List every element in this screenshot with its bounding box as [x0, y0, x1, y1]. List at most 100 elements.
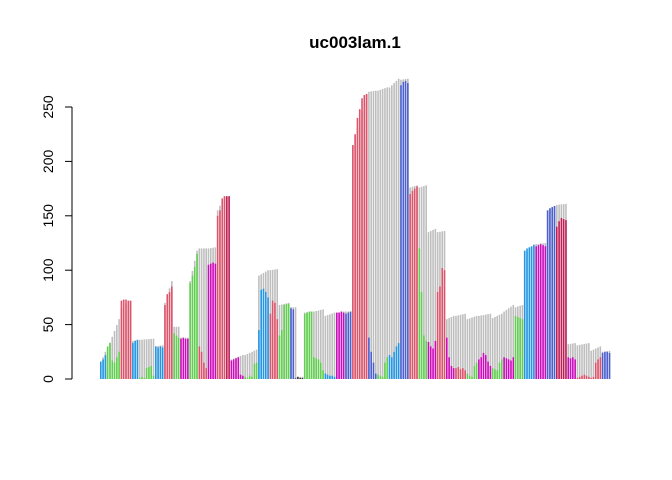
value-bar [491, 368, 494, 379]
background-bar [152, 338, 155, 379]
value-bar [248, 375, 251, 379]
value-bar [597, 359, 599, 379]
value-bar [583, 374, 586, 379]
background-bar [457, 315, 460, 379]
background-bar [462, 314, 464, 379]
value-bar [363, 95, 366, 379]
value-bar [232, 359, 235, 379]
value-bar [175, 335, 178, 379]
value-bar [342, 312, 345, 379]
value-bar [484, 355, 487, 379]
value-bar [226, 196, 228, 379]
background-bar [583, 343, 586, 379]
value-bar [219, 210, 221, 379]
background-bar [450, 316, 453, 379]
background-bar [242, 355, 244, 379]
value-bar [370, 351, 372, 379]
background-bar [473, 316, 476, 379]
value-bar [184, 338, 187, 379]
background-bar [326, 315, 329, 379]
background-bar [368, 91, 370, 380]
value-bar [262, 288, 265, 379]
value-bar [322, 370, 324, 379]
value-bar [340, 311, 343, 379]
value-bar [565, 220, 567, 379]
background-bar [143, 339, 146, 379]
value-bar [271, 300, 274, 379]
value-bar [606, 351, 609, 379]
value-bar [196, 253, 198, 379]
value-bar [466, 373, 469, 379]
value-bar [608, 352, 611, 379]
value-bar [310, 311, 313, 379]
value-bar [274, 302, 276, 379]
background-bar [452, 315, 455, 379]
value-bar [200, 351, 203, 379]
background-bar [466, 319, 469, 379]
value-bar [223, 196, 226, 379]
background-bar [244, 355, 246, 379]
background-bar [395, 80, 398, 379]
value-bar [157, 347, 159, 379]
value-bar [205, 368, 207, 379]
background-bar [434, 228, 437, 379]
background-bar [425, 185, 427, 379]
background-bar [384, 88, 386, 379]
value-bar [374, 373, 377, 379]
value-bar [239, 374, 242, 379]
background-bar [420, 186, 423, 379]
background-bar [239, 355, 242, 379]
value-bar [560, 217, 563, 379]
value-bar [423, 335, 425, 379]
value-bar [409, 194, 411, 379]
background-bar [148, 339, 150, 379]
value-bar [333, 376, 336, 379]
y-tick-label: 0 [40, 375, 56, 383]
background-bar [379, 89, 382, 380]
value-bar [503, 357, 505, 379]
background-bar [294, 307, 297, 379]
value-bar [281, 330, 283, 379]
background-bar [480, 315, 482, 379]
value-bar [136, 339, 139, 379]
value-bar [556, 226, 558, 379]
background-bar [251, 351, 253, 379]
background-bar [455, 315, 457, 379]
y-axis: 0 50 100 150 200 250 [40, 95, 73, 383]
background-bar [145, 339, 148, 379]
value-bar [585, 375, 588, 379]
value-bar [514, 315, 517, 379]
value-bar [443, 270, 446, 379]
value-bar [523, 250, 526, 379]
value-bar [331, 375, 334, 379]
value-bar [468, 375, 471, 379]
background-bar [116, 325, 118, 379]
value-bar [446, 337, 448, 379]
value-bar [542, 245, 544, 379]
value-bar [567, 357, 570, 379]
value-bar [496, 370, 499, 379]
value-bar [102, 359, 104, 379]
value-bar [377, 374, 379, 379]
value-bar [189, 283, 191, 379]
background-bar [510, 306, 512, 379]
background-bar [315, 311, 317, 379]
value-bar [166, 294, 169, 379]
background-bar [494, 316, 496, 379]
value-bar [517, 316, 519, 379]
value-bar [379, 375, 382, 379]
value-bar [391, 357, 393, 379]
value-bar [416, 186, 418, 379]
value-bar [384, 362, 386, 379]
value-bar [301, 377, 304, 379]
value-bar [526, 248, 528, 379]
value-bar [599, 357, 602, 379]
value-bar [535, 246, 537, 379]
value-bar [308, 311, 311, 379]
background-bar [503, 311, 505, 379]
value-bar [267, 297, 269, 379]
value-bar [138, 377, 141, 379]
value-bar [216, 215, 219, 379]
background-bar [468, 318, 471, 379]
